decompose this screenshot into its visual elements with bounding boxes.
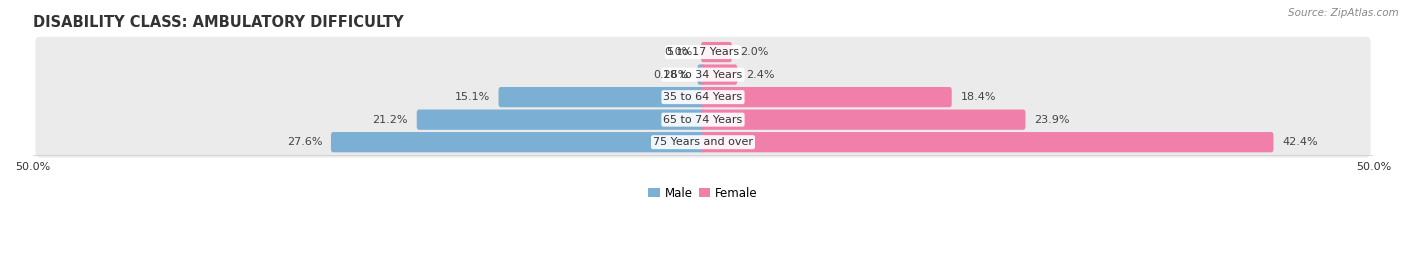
FancyBboxPatch shape: [697, 65, 704, 85]
Text: 2.4%: 2.4%: [747, 70, 775, 80]
Text: 5 to 17 Years: 5 to 17 Years: [666, 47, 740, 57]
Text: 21.2%: 21.2%: [373, 115, 408, 125]
Text: 65 to 74 Years: 65 to 74 Years: [664, 115, 742, 125]
Text: 27.6%: 27.6%: [287, 137, 322, 147]
Text: 2.0%: 2.0%: [741, 47, 769, 57]
FancyBboxPatch shape: [702, 110, 1025, 130]
FancyBboxPatch shape: [35, 82, 1371, 113]
FancyBboxPatch shape: [35, 127, 1371, 158]
Legend: Male, Female: Male, Female: [648, 187, 758, 200]
Text: 75 Years and over: 75 Years and over: [652, 137, 754, 147]
Text: Source: ZipAtlas.com: Source: ZipAtlas.com: [1288, 8, 1399, 18]
Text: 35 to 64 Years: 35 to 64 Years: [664, 92, 742, 102]
Text: 0.0%: 0.0%: [664, 47, 692, 57]
FancyBboxPatch shape: [702, 65, 737, 85]
Text: 0.26%: 0.26%: [654, 70, 689, 80]
FancyBboxPatch shape: [499, 87, 704, 107]
FancyBboxPatch shape: [702, 42, 733, 62]
Text: DISABILITY CLASS: AMBULATORY DIFFICULTY: DISABILITY CLASS: AMBULATORY DIFFICULTY: [32, 15, 404, 30]
FancyBboxPatch shape: [330, 132, 704, 152]
FancyBboxPatch shape: [702, 87, 952, 107]
FancyBboxPatch shape: [702, 132, 1274, 152]
Text: 42.4%: 42.4%: [1282, 137, 1317, 147]
FancyBboxPatch shape: [35, 59, 1371, 90]
FancyBboxPatch shape: [35, 37, 1371, 67]
Text: 18.4%: 18.4%: [960, 92, 995, 102]
FancyBboxPatch shape: [35, 104, 1371, 135]
Text: 15.1%: 15.1%: [454, 92, 489, 102]
FancyBboxPatch shape: [416, 110, 704, 130]
Text: 23.9%: 23.9%: [1035, 115, 1070, 125]
Text: 18 to 34 Years: 18 to 34 Years: [664, 70, 742, 80]
